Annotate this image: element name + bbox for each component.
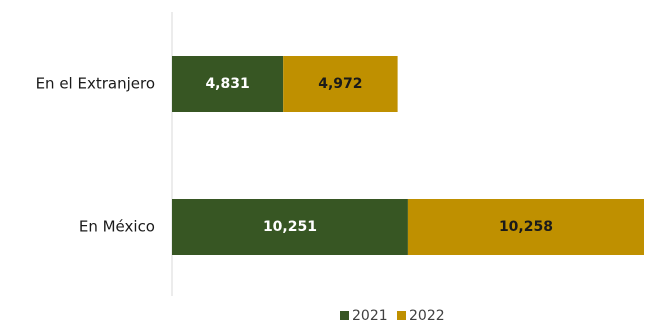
- legend-swatch: [340, 311, 349, 320]
- data-label: 10,251: [263, 219, 317, 235]
- bar-segment: [172, 199, 408, 255]
- bar-segment: [407, 199, 644, 255]
- legend-label: 2022: [409, 308, 445, 324]
- bar-segment: [172, 56, 284, 112]
- data-label: 10,258: [499, 219, 553, 235]
- legend-swatch: [397, 311, 406, 320]
- legend-label: 2021: [352, 308, 388, 324]
- data-label: 4,831: [205, 76, 249, 92]
- bar-segment: [283, 56, 398, 112]
- data-label: 4,972: [318, 76, 362, 92]
- category-label: En el Extranjero: [36, 75, 155, 93]
- category-label: En México: [79, 218, 155, 236]
